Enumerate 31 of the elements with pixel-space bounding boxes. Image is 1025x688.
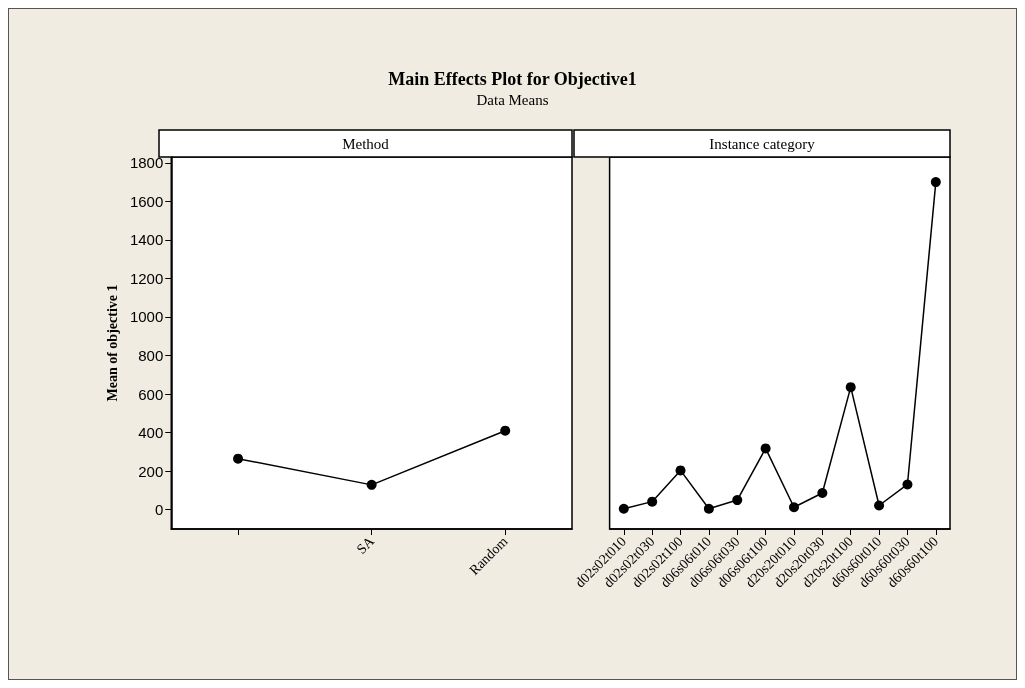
y-tick-label: 800	[138, 347, 164, 365]
point	[902, 479, 913, 490]
y-axis-title: Mean of objective 1	[104, 284, 120, 402]
y-tick-label: 1200	[129, 269, 164, 287]
point	[789, 502, 799, 513]
y-tick-label: 0	[154, 501, 164, 519]
point	[930, 177, 941, 188]
y-tick-label: 1000	[129, 308, 164, 326]
point	[675, 465, 686, 476]
y-tick-label: 1800	[129, 154, 164, 172]
x-tick-label: SA	[353, 533, 377, 557]
point	[233, 453, 244, 464]
point	[845, 382, 856, 393]
y-tick-label: 400	[138, 424, 164, 442]
point	[732, 495, 743, 506]
point	[760, 443, 771, 454]
point	[647, 496, 658, 507]
y-tick-label: 600	[138, 385, 164, 403]
point	[817, 487, 828, 498]
chart-title: Main Effects Plot for Objective1	[387, 69, 638, 90]
y-tick-label: 1400	[129, 231, 164, 249]
point	[703, 503, 714, 514]
point	[874, 500, 885, 511]
y-tick-label: 1600	[129, 192, 164, 210]
point	[366, 479, 377, 490]
chart-subtitle: Data Means	[475, 92, 550, 109]
text: Instance category	[709, 136, 816, 152]
point	[500, 425, 511, 436]
y-tick-label: 200	[138, 462, 164, 480]
text: Method	[342, 136, 390, 152]
point	[618, 503, 629, 514]
